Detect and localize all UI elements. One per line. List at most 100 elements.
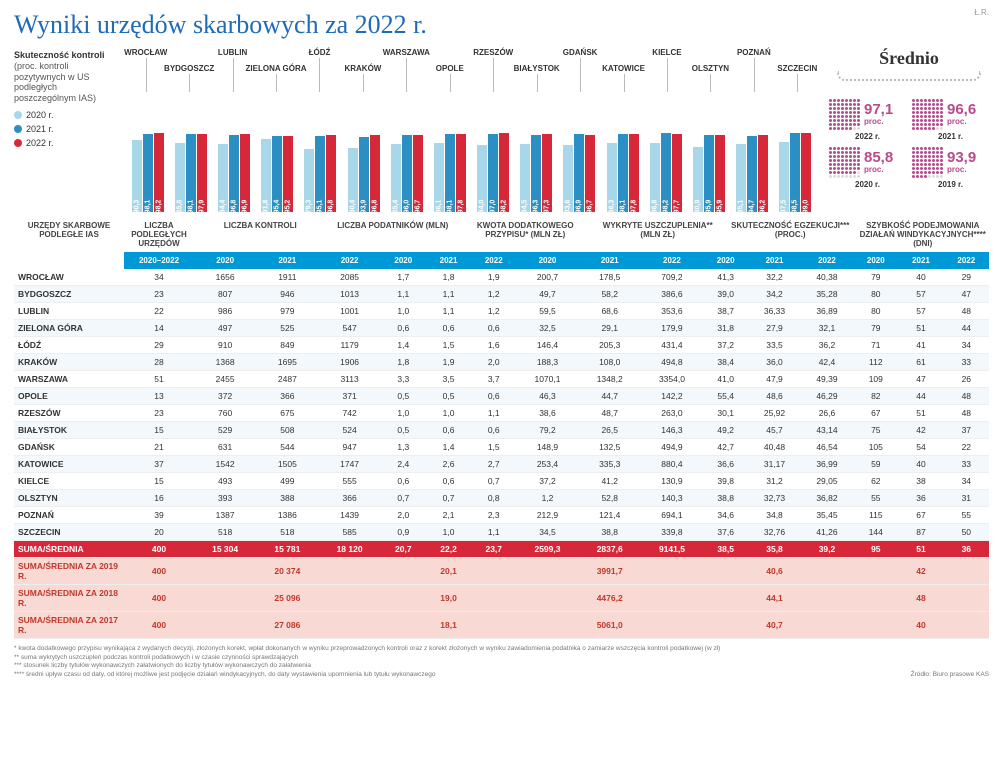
cell: 146,4 — [516, 337, 578, 354]
cell: 1387 — [194, 507, 256, 524]
bar: 80,9 — [693, 147, 703, 212]
connector-line — [146, 58, 147, 92]
cell: 23 — [124, 405, 194, 422]
cell: 61 — [898, 354, 943, 371]
cell: 1,0 — [381, 303, 426, 320]
bar: 97,3 — [542, 134, 552, 212]
cell: 200,7 — [516, 269, 578, 286]
bar: 95,2 — [283, 136, 293, 212]
cell: 45,7 — [748, 422, 800, 439]
bar: 99,0 — [801, 133, 811, 212]
bar: 95,9 — [715, 135, 725, 212]
cell: 0,6 — [381, 473, 426, 490]
cell: 1,4 — [381, 337, 426, 354]
cell: 366 — [318, 490, 380, 507]
cell: 31 — [944, 490, 989, 507]
cell: 42 — [898, 558, 943, 585]
bar: 98,2 — [499, 133, 509, 212]
cell: 146,3 — [641, 422, 703, 439]
table-row: BIAŁYSTOK155295085240,50,60,679,226,5146… — [14, 422, 989, 439]
cell: 1,3 — [381, 439, 426, 456]
cell: 1439 — [318, 507, 380, 524]
cell: 18 120 — [318, 541, 380, 558]
bar: 95,4 — [272, 136, 282, 212]
bar: 86,1 — [434, 143, 444, 212]
city-bars: 84,596,397,3 — [515, 132, 558, 212]
column-group-header: KWOTA DODATKOWEGO PRZYPISU* (MLN ZŁ) — [459, 222, 592, 248]
cell: 1,7 — [381, 269, 426, 286]
bar-value: 96,9 — [241, 200, 248, 214]
bar: 96,3 — [531, 135, 541, 212]
cell: 1179 — [318, 337, 380, 354]
city-label: KIELCE — [652, 48, 681, 57]
cell — [853, 612, 898, 639]
cell: 28 — [124, 354, 194, 371]
bar: 97,8 — [629, 134, 639, 212]
cell: 518 — [194, 524, 256, 541]
cell: 34 — [944, 337, 989, 354]
cell: 79,2 — [516, 422, 578, 439]
bar: 87,5 — [779, 142, 789, 212]
cell: 1368 — [194, 354, 256, 371]
cell: 55 — [944, 507, 989, 524]
city-label: BIAŁYSTOK — [514, 64, 560, 73]
cell: 52,8 — [579, 490, 641, 507]
cell: 38,8 — [703, 490, 748, 507]
cell: 986 — [194, 303, 256, 320]
cell: 42,7 — [703, 439, 748, 456]
cell: 95 — [853, 541, 898, 558]
bar-value: 91,8 — [263, 200, 270, 214]
cell: 57 — [898, 286, 943, 303]
cell: 130,9 — [641, 473, 703, 490]
footnote-3: *** stosunek liczby tytułów wykonawczych… — [14, 662, 989, 670]
city-bars: 80,493,996,8 — [342, 132, 385, 212]
bar-value: 99,0 — [803, 200, 810, 214]
cell: 388 — [256, 490, 318, 507]
cell: 31,8 — [703, 320, 748, 337]
cell: 0,7 — [426, 490, 471, 507]
cell: 493 — [194, 473, 256, 490]
table-row: KATOWICE371542150517472,42,62,7253,4335,… — [14, 456, 989, 473]
cell: 2,3 — [471, 507, 516, 524]
year-header: 2020–2022 — [124, 252, 194, 269]
cell: 3354,0 — [641, 371, 703, 388]
bar-value: 96,8 — [371, 200, 378, 214]
cell: 87 — [898, 524, 943, 541]
table-row: GDAŃSK216315449471,31,41,5148,9132,5494,… — [14, 439, 989, 456]
cell: 544 — [256, 439, 318, 456]
cell: 40,48 — [748, 439, 800, 456]
row-header: POZNAŃ — [14, 507, 124, 524]
bar-value: 84,4 — [219, 200, 226, 214]
cell: 80 — [853, 303, 898, 320]
swatch-2020 — [14, 111, 22, 119]
cell: 2,4 — [381, 456, 426, 473]
year-header: 2021 — [748, 252, 800, 269]
cell: 34,5 — [516, 524, 578, 541]
cell: 807 — [194, 286, 256, 303]
connector-line — [319, 58, 320, 92]
bar-value: 96,9 — [576, 200, 583, 214]
column-group-header: URZĘDY SKARBOWE PODLEGŁE IAS — [14, 222, 124, 248]
city-label: ZIELONA GÓRA — [246, 64, 307, 73]
connector-line — [580, 58, 581, 92]
cell — [318, 612, 380, 639]
cell: 41 — [898, 337, 943, 354]
cell: 40,7 — [748, 612, 800, 639]
cell: 33 — [944, 354, 989, 371]
legend-2022: 2022 r. — [26, 138, 54, 149]
cell: 62 — [853, 473, 898, 490]
cell: 55 — [853, 490, 898, 507]
cell: 555 — [318, 473, 380, 490]
cell: 25,92 — [748, 405, 800, 422]
avg-unit: proc. — [864, 117, 893, 126]
cell: 29,1 — [579, 320, 641, 337]
cell: 1,2 — [471, 286, 516, 303]
cell: 37,2 — [516, 473, 578, 490]
cell: 15 — [124, 422, 194, 439]
cell: 849 — [256, 337, 318, 354]
bar: 96,2 — [758, 135, 768, 212]
cell: 27 086 — [256, 612, 318, 639]
swatch-2021 — [14, 125, 22, 133]
avg-year: 2022 r. — [829, 132, 906, 141]
row-header: RZESZÓW — [14, 405, 124, 422]
